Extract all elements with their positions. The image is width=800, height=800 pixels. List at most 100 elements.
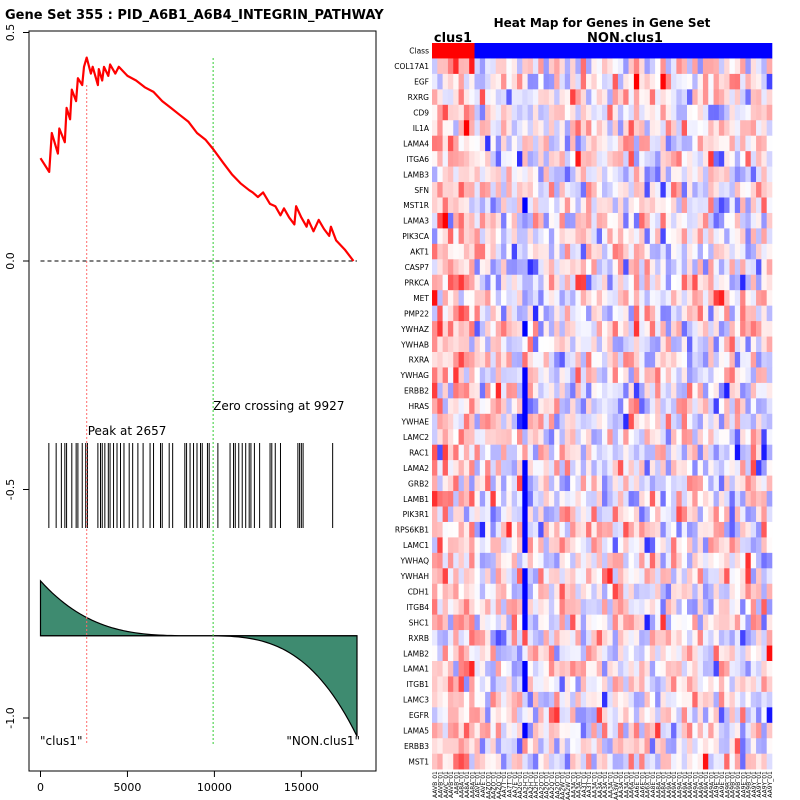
heatmap-cell-r2-c35 [617,73,624,90]
heatmap-cell-r8-c38 [633,166,640,183]
heatmap-cell-r27-c63 [766,460,773,476]
heatmap-cell-r41-c24 [559,676,566,693]
heatmap-column-label-50: AA9A_01 [698,771,705,798]
heatmap-cell-r9-c41 [649,182,656,198]
heatmap-cell-r1-c32 [602,58,608,75]
heatmap-cell-r3-c39 [639,89,645,106]
heatmap-cell-r19-c47 [681,336,688,353]
heatmap-cell-r46-c37 [628,753,635,770]
heatmap-cell-r6-c42 [655,135,661,152]
heatmap-cell-r29-c10 [485,491,491,507]
heatmap-cell-r40-c54 [718,661,725,677]
heatmap-cell-r42-c58 [740,691,746,708]
heatmap-cell-r8-c22 [548,166,555,183]
heatmap-cell-r5-c18 [527,120,534,136]
heatmap-cell-r32-c3 [447,537,454,554]
heatmap-cell-r46-c42 [655,753,661,770]
heatmap-cell-r21-c59 [745,367,752,384]
heatmap-cell-r27-c6 [463,460,470,476]
heatmap-cell-r37-c14 [506,614,512,631]
heatmap-cell-r9-c22 [548,182,555,198]
heatmap-cell-r21-c13 [501,367,507,384]
heatmap-cell-r15-c7 [469,274,475,291]
heatmap-cell-r8-c26 [570,166,576,183]
heatmap-cell-r1-c26 [570,58,576,75]
heatmap-cell-r12-c27 [575,228,582,245]
heatmap-cell-r27-c33 [607,460,613,476]
heatmap-cell-r1-c4 [453,58,459,75]
heatmap-cell-r46-c24 [559,753,566,770]
heatmap-cell-r37-c16 [517,614,523,631]
heatmap-cell-r37-c54 [718,614,725,631]
heatmap-column-label-13: AA7T_01 [501,771,508,798]
heatmap-cell-r17-c3 [447,305,454,322]
heatmap-row-label-0: Class [409,47,429,56]
heatmap-cell-r40-c59 [745,661,752,677]
heatmap-cell-r13-c16 [517,243,523,260]
heatmap-cell-r42-c35 [617,691,624,708]
heatmap-cell-r20-c61 [756,352,762,368]
heatmap-cell-r45-c16 [517,738,523,754]
heatmap-cell-r28-c43 [660,475,667,492]
heatmap-cell-r41-c18 [527,676,534,693]
heatmap-column-label-9: AAVE_01 [480,771,487,798]
heatmap-cell-r5-c10 [485,120,491,136]
heatmap-cell-r4-c41 [649,104,656,121]
heatmap-column-label-56: AA9B_01 [730,771,737,798]
heatmap-cell-r15-c51 [702,274,709,291]
heatmap-cell-r7-c56 [729,151,736,167]
heatmap-cell-r18-c13 [501,321,507,337]
heatmap-cell-r32-c27 [575,537,582,554]
heatmap-cell-r32-c46 [676,537,682,554]
heatmap-cell-r13-c26 [570,243,576,260]
heatmap-cell-r11-c40 [644,212,651,229]
heatmap-cell-r16-c14 [506,290,512,306]
heatmap-cell-r41-c26 [570,676,576,693]
heatmap-cell-r39-c18 [527,645,534,662]
heatmap-cell-r30-c14 [506,506,512,523]
heatmap-cell-r17-c9 [479,305,486,322]
heatmap-cell-r7-c26 [570,151,576,167]
heatmap-cell-r9-c20 [538,182,544,198]
heatmap-cell-r39-c1 [437,645,443,662]
heatmap-cell-r26-c32 [602,444,608,461]
heatmap-cell-r37-c25 [564,614,571,631]
heatmap-cell-r14-c52 [708,259,714,276]
heatmap-cell-r5-c13 [501,120,507,136]
heatmap-cell-r32-c11 [490,537,497,554]
heatmap-cell-r35-c16 [517,583,523,600]
heatmap-column-label-47: AA9A_01 [682,771,689,798]
heatmap-cell-r33-c10 [485,552,491,569]
heatmap-cell-r21-c0 [432,367,438,384]
heatmap-cell-r13-c36 [623,243,629,260]
heatmap-cell-r14-c4 [453,259,459,276]
heatmap-cell-r25-c21 [543,429,550,445]
heatmap-cell-r10-c45 [671,197,677,214]
heatmap-cell-r33-c16 [517,552,523,569]
heatmap-cell-r13-c41 [649,243,656,260]
heatmap-cell-r21-c48 [687,367,693,384]
heatmap-cell-r20-c26 [570,352,576,368]
heatmap-cell-r14-c16 [517,259,523,276]
heatmap-row-label-12: PIK3CA [402,232,430,241]
heatmap-cell-r35-c23 [554,583,560,600]
heatmap-cell-r19-c63 [766,336,773,353]
heatmap-cell-r35-c50 [697,583,704,600]
heatmap-cell-r39-c11 [490,645,497,662]
heatmap-cell-r42-c56 [729,691,736,708]
heatmap-cell-r3-c13 [501,89,507,106]
heatmap-cell-r9-c24 [559,182,566,198]
heatmap-cell-r34-c39 [639,568,645,585]
heatmap-cell-r7-c59 [745,151,752,167]
heatmap-cell-r15-c47 [681,274,688,291]
heatmap-cell-r46-c46 [676,753,682,770]
heatmap-cell-r46-c9 [479,753,486,770]
heatmap-cell-r27-c60 [750,460,757,476]
heatmap-cell-r38-c16 [517,630,523,646]
heatmap-cell-r42-c55 [724,691,730,708]
heatmap-cell-r4-c26 [570,104,576,121]
heatmap-cell-r15-c49 [692,274,698,291]
heatmap-cell-r35-c61 [756,583,762,600]
heatmap-cell-r39-c20 [538,645,544,662]
heatmap-cell-r6-c13 [501,135,507,152]
